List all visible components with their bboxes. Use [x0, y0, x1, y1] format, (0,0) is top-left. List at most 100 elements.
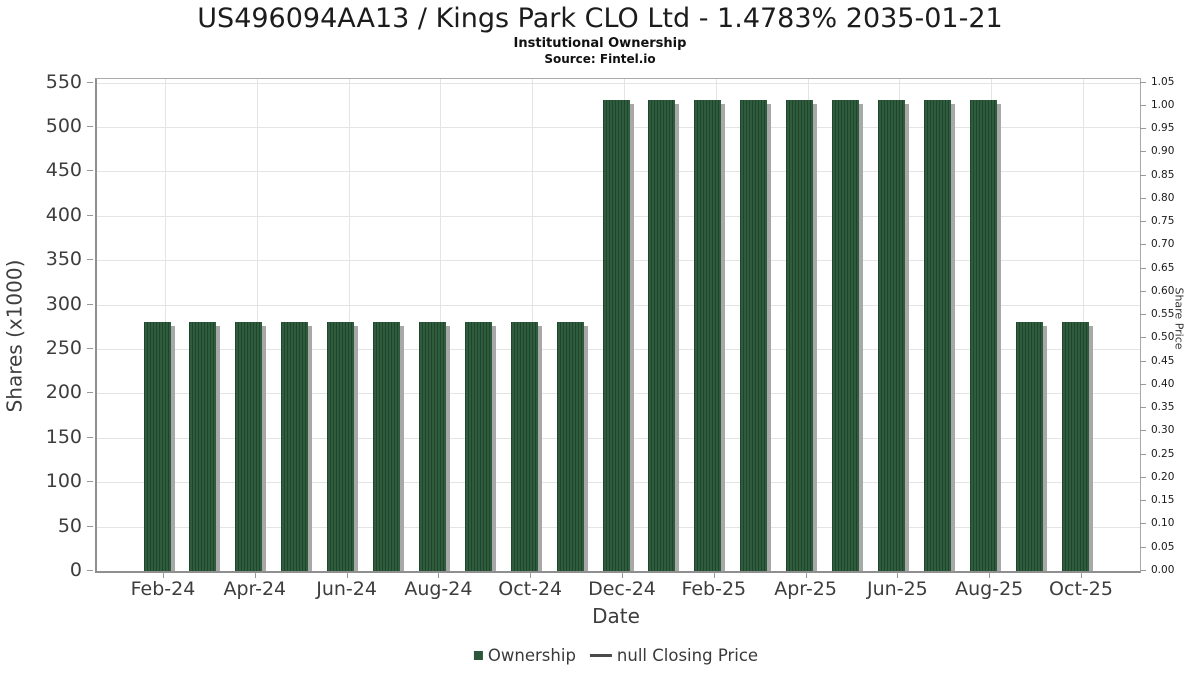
left-axis-tick-label: 0 [69, 559, 82, 581]
right-axis-tick [1140, 453, 1146, 455]
x-axis-tick [622, 572, 623, 578]
left-axis-tick-label: 300 [45, 292, 82, 315]
right-axis-tick-label: 0.45 [1151, 354, 1175, 367]
right-axis-tick [1140, 104, 1146, 106]
left-axis-tick-label: 150 [45, 425, 82, 448]
legend-item-closing-price[interactable]: null Closing Price [589, 646, 758, 665]
ownership-bar[interactable] [877, 100, 905, 571]
closing-price-line-icon [589, 654, 612, 657]
price-axis-title: Share Price [1172, 287, 1186, 350]
ownership-bar[interactable] [327, 322, 355, 571]
ownership-bar[interactable] [373, 322, 400, 571]
left-axis-tick-label: 200 [45, 381, 82, 404]
right-axis-tick-label: 0.35 [1151, 401, 1175, 414]
right-axis-tick-label: 1.05 [1151, 75, 1175, 88]
x-axis-tick-label: Dec-24 [588, 578, 656, 600]
right-axis-tick-label: 0.40 [1151, 377, 1175, 390]
right-axis-tick [1140, 476, 1146, 478]
x-axis-tick [438, 572, 440, 578]
gridline-horizontal [97, 82, 1140, 84]
x-axis-tick-label: Oct-24 [498, 578, 563, 600]
x-axis-tick-label: Oct-25 [1049, 578, 1113, 600]
x-axis-tick [163, 572, 164, 578]
left-axis-tick [87, 214, 93, 216]
right-axis-tick-label: 0.15 [1151, 494, 1175, 507]
x-axis-tick-label: Jun-24 [316, 578, 377, 600]
left-axis-tick-label: 450 [45, 159, 82, 182]
x-axis-tick-label: Aug-25 [955, 578, 1024, 600]
legend-item-ownership[interactable]: Ownership [473, 646, 576, 665]
ownership-bar[interactable] [832, 100, 859, 571]
legend: Ownership null Closing Price [473, 646, 758, 665]
right-axis-tick-label: 0.55 [1151, 308, 1175, 321]
ownership-bar[interactable] [602, 100, 630, 571]
ownership-swatch-icon [473, 651, 483, 660]
left-axis-tick-label: 500 [45, 115, 82, 137]
x-axis-tick-label: Apr-25 [774, 578, 837, 600]
right-axis-tick-label: 0.75 [1151, 215, 1175, 228]
left-axis-tick [87, 392, 93, 394]
ownership-bar[interactable] [648, 100, 676, 571]
right-axis-tick-label: 0.25 [1151, 447, 1175, 460]
ownership-bar[interactable] [510, 322, 538, 571]
x-axis-tick-label: Feb-25 [681, 578, 747, 600]
ownership-bar[interactable] [1061, 322, 1089, 571]
ownership-bar[interactable] [235, 322, 263, 571]
right-axis-tick [1140, 314, 1146, 316]
right-axis-tick-label: 0.05 [1151, 540, 1175, 553]
right-axis-tick-label: 0.95 [1151, 122, 1175, 135]
x-axis-tick [713, 572, 715, 578]
x-axis-tick [254, 572, 256, 578]
left-axis-tick-label: 350 [45, 248, 82, 271]
left-axis-tick [87, 481, 93, 483]
right-axis-tick-label: 0.80 [1151, 191, 1175, 204]
right-axis-tick [1140, 81, 1146, 83]
right-axis-tick [1140, 523, 1146, 525]
right-axis-tick-label: 0.10 [1151, 517, 1175, 530]
left-axis-tick [87, 126, 93, 127]
ownership-bar[interactable] [923, 100, 951, 571]
left-axis-tick [87, 81, 93, 83]
right-axis-tick [1140, 221, 1146, 223]
right-axis-tick-label: 0.85 [1151, 168, 1175, 181]
x-axis-tick [346, 572, 348, 578]
x-axis-tick [530, 572, 532, 578]
left-axis-tick [87, 259, 93, 261]
x-axis-tick-label: Jun-25 [867, 578, 928, 600]
right-axis-tick-label: 1.00 [1151, 98, 1175, 111]
ownership-bar[interactable] [281, 322, 309, 571]
ownership-bar[interactable] [1015, 322, 1043, 571]
ownership-bar[interactable] [740, 100, 768, 571]
ownership-bar[interactable] [418, 322, 446, 571]
left-axis-tick-label: 400 [45, 203, 82, 226]
left-axis-tick-label: 250 [45, 337, 82, 359]
right-axis-tick [1140, 360, 1146, 362]
x-axis-tick [897, 572, 899, 578]
left-axis-tick-label: 550 [45, 70, 82, 93]
right-axis-tick [1140, 267, 1146, 269]
ownership-bar[interactable] [464, 322, 492, 571]
left-axis-tick-label: 50 [57, 514, 82, 537]
ownership-bar[interactable] [143, 322, 171, 571]
right-axis-tick [1140, 244, 1146, 246]
left-axis-tick [87, 303, 93, 305]
shares-axis-title: Shares (x1000) [2, 259, 27, 413]
date-axis-title: Date [592, 604, 640, 628]
ownership-bar[interactable] [786, 100, 814, 571]
x-axis-tick-label: Aug-24 [404, 578, 473, 600]
ownership-bar[interactable] [189, 322, 217, 571]
right-axis-tick-label: 0.30 [1151, 424, 1175, 437]
x-axis-tick [989, 572, 991, 578]
ownership-bar[interactable] [694, 100, 722, 571]
left-axis-tick-label: 100 [45, 470, 82, 493]
right-axis-tick [1140, 546, 1146, 548]
chart-title: US496094AA13 / Kings Park CLO Ltd - 1.47… [197, 3, 1003, 34]
right-axis-tick-label: 0.50 [1151, 331, 1175, 344]
x-axis-tick-label: Feb-24 [130, 578, 196, 600]
right-axis-tick [1140, 197, 1146, 199]
ownership-bar[interactable] [969, 100, 997, 571]
x-axis-tick-label: Apr-24 [223, 578, 287, 600]
ownership-bar[interactable] [556, 322, 584, 571]
chart-subtitle: Institutional Ownership [513, 36, 687, 51]
